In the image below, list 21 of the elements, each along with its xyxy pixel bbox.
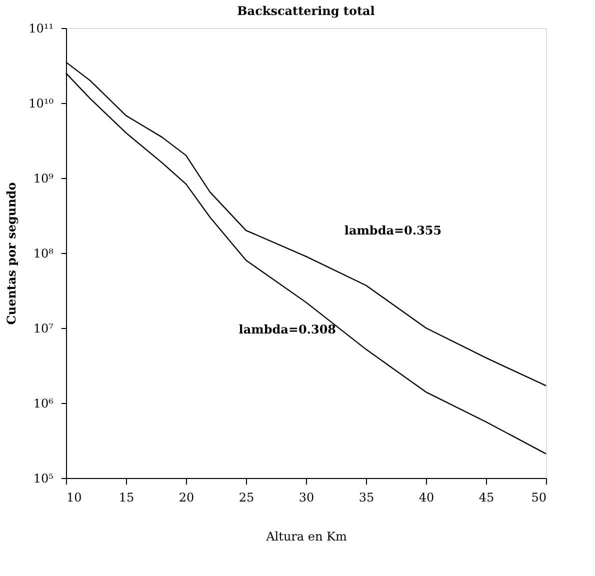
- y-axis-title: Cuentas por segundo: [4, 182, 19, 325]
- y-tick-label: 10⁹: [33, 172, 54, 186]
- y-tick-label: 10¹¹: [28, 22, 54, 36]
- y-tick-label: 10¹⁰: [28, 96, 54, 110]
- x-tick-label: 10: [66, 490, 82, 504]
- x-axis-title: Altura en Km: [265, 530, 348, 544]
- x-tick-label: 20: [178, 490, 194, 504]
- y-tick-label: 10⁵: [33, 472, 54, 486]
- x-tick-label: 35: [358, 490, 374, 504]
- x-tick-label: 45: [478, 490, 494, 504]
- x-tick-label: 50: [531, 490, 546, 504]
- x-tick-label: 25: [238, 490, 254, 504]
- x-tick-label: 30: [298, 490, 314, 504]
- x-tick-label: 40: [418, 490, 434, 504]
- chart-title: Backscattering total: [237, 4, 376, 18]
- x-tick-label: 15: [118, 490, 134, 504]
- y-tick-label: 10⁷: [33, 322, 54, 336]
- annotation: lambda=0.308: [238, 322, 336, 336]
- y-tick-label: 10⁶: [33, 396, 54, 410]
- y-tick-label: 10⁸: [33, 246, 54, 260]
- annotation: lambda=0.355: [344, 224, 442, 238]
